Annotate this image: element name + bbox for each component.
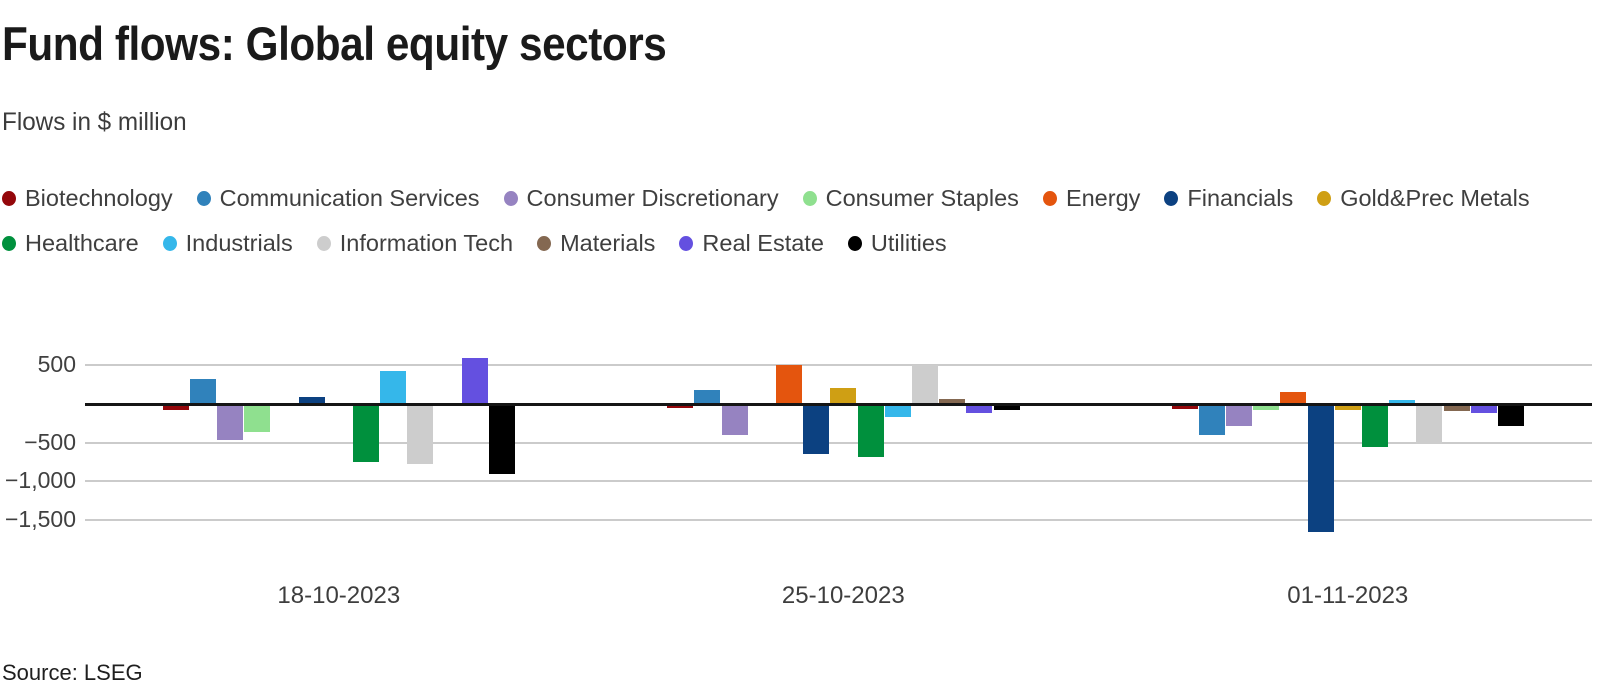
chart-subtitle: Flows in $ million — [2, 108, 187, 136]
x-axis-label-25-10-2023: 25-10-2023 — [781, 582, 905, 609]
bar-healthcare-18-10-2023 — [353, 404, 379, 463]
legend-dot-icon — [537, 235, 552, 251]
bar-consumer-discretionary-01-11-2023 — [1226, 404, 1252, 427]
y-tick-label: 500 — [37, 351, 76, 378]
legend-dot-icon — [802, 190, 817, 206]
bar-energy-25-10-2023 — [775, 365, 802, 404]
legend-item-healthcare: Healthcare — [2, 230, 139, 257]
legend-dot-icon — [1042, 190, 1057, 206]
legend-dot-icon — [162, 235, 177, 251]
legend-dot-icon — [196, 190, 211, 206]
legend-dot-icon — [2, 235, 16, 251]
y-tick-label: −500 — [24, 428, 76, 455]
bar-consumer-discretionary-18-10-2023 — [217, 404, 243, 441]
legend-item-materials: Materials — [537, 230, 655, 257]
bar-communication-services-25-10-2023 — [694, 390, 721, 404]
bar-financials-18-10-2023 — [298, 397, 325, 404]
bar-real-estate-18-10-2023 — [461, 357, 488, 404]
legend-label: Communication Services — [219, 184, 480, 211]
legend-item-energy: Energy — [1042, 184, 1141, 212]
bar-consumer-staples-01-11-2023 — [1253, 404, 1280, 411]
bar-utilities-18-10-2023 — [489, 404, 515, 474]
legend-label: Healthcare — [25, 229, 139, 256]
legend-item-utilities: Utilities — [847, 229, 947, 257]
legend-label: Gold&Prec Metals — [1340, 184, 1530, 211]
bar-industrials-18-10-2023 — [380, 370, 407, 404]
bar-communication-services-18-10-2023 — [189, 379, 216, 404]
bar-financials-01-11-2023 — [1307, 404, 1334, 533]
bar-materials-25-10-2023 — [939, 399, 966, 404]
legend-label: Real Estate — [702, 229, 824, 256]
gridline--1000 — [85, 480, 1592, 483]
gridline-500 — [85, 364, 1592, 367]
bar-real-estate-01-11-2023 — [1470, 404, 1497, 413]
gridline--500 — [85, 441, 1592, 444]
legend-dot-icon — [1317, 190, 1332, 206]
bar-consumer-discretionary-25-10-2023 — [721, 404, 748, 435]
legend-label: Financials — [1187, 184, 1294, 211]
bar-real-estate-25-10-2023 — [966, 404, 993, 414]
legend-dot-icon — [1164, 190, 1179, 206]
legend-label: Energy — [1065, 184, 1141, 211]
legend-label: Utilities — [870, 229, 947, 256]
legend-label: Biotechnology — [25, 184, 173, 211]
bar-industrials-01-11-2023 — [1389, 400, 1416, 404]
legend-item-gold-prec-metals: Gold&Prec Metals — [1317, 184, 1530, 212]
legend-dot-icon — [2, 190, 16, 206]
bar-biotechnology-01-11-2023 — [1171, 404, 1198, 410]
page-title: Fund flows: Global equity sectors — [2, 17, 667, 70]
legend-row-1: Biotechnology Communication Services Consu… — [2, 185, 1530, 211]
legend-label: Industrials — [185, 229, 293, 256]
y-tick-label: −1,500 — [5, 506, 76, 533]
legend-item-biotechnology: Biotechnology — [2, 185, 173, 212]
bar-information-tech-25-10-2023 — [911, 364, 938, 404]
bar-energy-01-11-2023 — [1280, 392, 1307, 404]
bar-healthcare-01-11-2023 — [1362, 404, 1388, 448]
bar-utilities-25-10-2023 — [993, 404, 1020, 411]
source-attribution: Source: LSEG — [2, 660, 143, 685]
bar-healthcare-25-10-2023 — [857, 404, 884, 458]
legend-item-consumer-discretionary: Consumer Discretionary — [503, 184, 779, 212]
legend-label: Materials — [560, 229, 656, 256]
legend-label: Information Tech — [339, 229, 514, 256]
bar-information-tech-01-11-2023 — [1416, 404, 1443, 445]
legend-item-information-tech: Information Tech — [316, 229, 514, 257]
legend-label: Consumer Discretionary — [526, 184, 779, 211]
legend-dot-icon — [316, 235, 331, 251]
legend-label: Consumer Staples — [825, 184, 1019, 211]
bar-materials-01-11-2023 — [1443, 404, 1470, 411]
bar-gold-prec-metals-25-10-2023 — [830, 387, 857, 404]
bar-financials-25-10-2023 — [803, 404, 830, 455]
legend-item-communication-services: Communication Services — [196, 184, 480, 212]
legend-item-industrials: Industrials — [162, 229, 293, 257]
legend-item-consumer-staples: Consumer Staples — [802, 184, 1019, 212]
y-tick-label: −1,000 — [5, 467, 76, 494]
x-axis-label-18-10-2023: 18-10-2023 — [277, 582, 401, 609]
bar-biotechnology-25-10-2023 — [667, 404, 694, 408]
legend-dot-icon — [503, 190, 518, 206]
legend-item-financials: Financials — [1164, 185, 1293, 212]
bar-utilities-01-11-2023 — [1498, 404, 1524, 426]
gridline--1500 — [85, 519, 1592, 522]
bar-communication-services-01-11-2023 — [1198, 404, 1225, 436]
legend-item-real-estate: Real Estate — [679, 229, 824, 257]
bar-industrials-25-10-2023 — [884, 404, 911, 418]
bar-gold-prec-metals-01-11-2023 — [1334, 404, 1361, 410]
bar-information-tech-18-10-2023 — [407, 404, 434, 465]
legend-dot-icon — [679, 235, 694, 251]
zero-axis-line — [85, 402, 1592, 406]
legend-row-2: Healthcare Industrials Information Tech Mat… — [2, 230, 1530, 256]
chart-legend: Biotechnology Communication Services Consu… — [2, 185, 1530, 256]
bar-consumer-staples-18-10-2023 — [244, 404, 271, 432]
legend-dot-icon — [847, 235, 862, 251]
x-axis-label-01-11-2023: 01-11-2023 — [1287, 582, 1409, 609]
bar-biotechnology-18-10-2023 — [162, 404, 189, 411]
